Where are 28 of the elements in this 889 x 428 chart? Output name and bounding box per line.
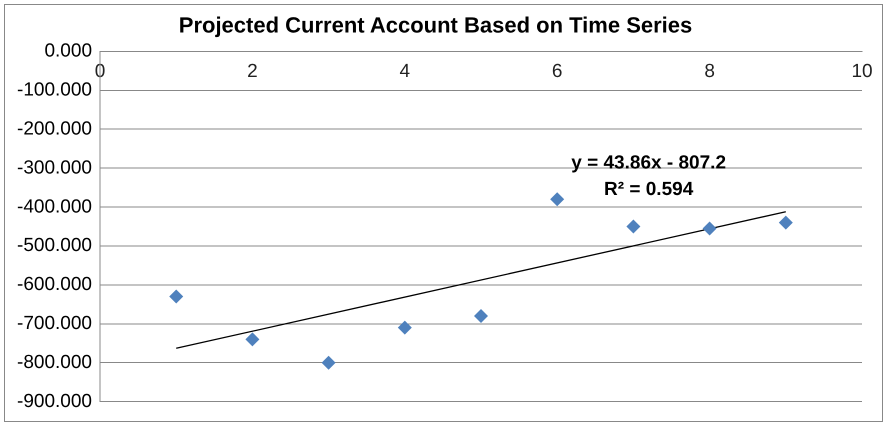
x-tick-label: 6 (552, 61, 562, 82)
annotation: R² = 0.594 (604, 178, 694, 200)
x-tick-label: 8 (704, 61, 715, 82)
annotation: y = 43.86x - 807.2 (571, 152, 726, 174)
y-tick-label: -900.000 (16, 390, 92, 412)
y-tick-label: -100.000 (16, 80, 92, 101)
y-tick-label: -400.000 (16, 196, 92, 218)
y-tick-label: -200.000 (16, 118, 92, 140)
x-tick-label: 0 (94, 61, 106, 82)
x-tick-label: 4 (400, 61, 411, 82)
point (169, 290, 184, 304)
point (474, 308, 488, 323)
point (245, 332, 260, 346)
y-tick-label: -500.000 (16, 235, 92, 256)
y-tick-label: -600.000 (16, 274, 92, 296)
chart-title: Projected Current Account Based on Time Series (178, 12, 692, 38)
y-tick-label: -800.000 (16, 352, 92, 373)
x-tick-label: 2 (247, 61, 258, 82)
y-tick-label: -700.000 (16, 313, 92, 334)
point (398, 320, 412, 335)
point (702, 221, 717, 236)
point (626, 220, 640, 234)
x-tick-label: 10 (851, 61, 873, 82)
y-tick-label: -300.000 (16, 157, 92, 178)
point (778, 216, 793, 230)
point (550, 192, 564, 206)
point (322, 356, 336, 370)
y-tick-label: 0.000 (44, 40, 92, 62)
